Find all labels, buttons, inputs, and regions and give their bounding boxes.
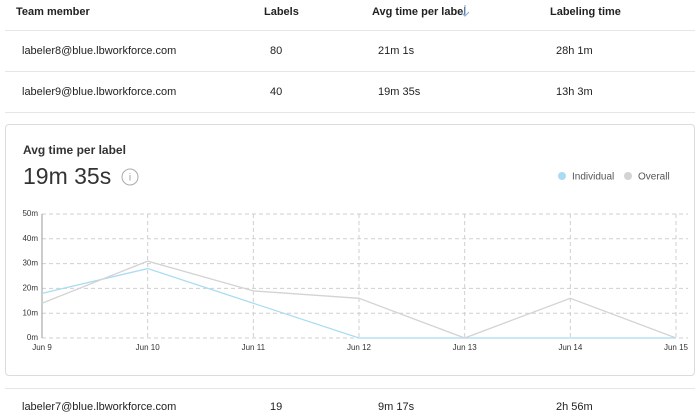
y-tick-label: 0m [27,333,38,342]
row-divider [5,71,695,72]
legend-label: Overall [638,172,670,183]
member: labeler9@blue.lbworkforce.com [22,86,177,98]
labels: 40 [270,86,283,98]
x-tick-label: Jun 15 [664,343,689,352]
row-divider [5,30,695,31]
series-line [41,260,677,339]
labeling-time: 28h 1m [556,45,593,57]
legend-label: Individual [572,172,614,183]
avg-time: 9m 17s [378,401,415,413]
labels: 19 [270,401,283,413]
x-tick-label: Jun 13 [453,343,478,352]
labeling-time: 2h 56m [556,401,593,413]
x-tick-label: Jun 10 [136,343,161,352]
row-divider [5,388,695,389]
chart-card [5,124,695,376]
y-tick-label: 20m [22,284,38,293]
legend-swatch [624,172,632,180]
labels: 80 [270,45,283,57]
column-header[interactable]: Labeling time [550,6,621,18]
sort-icon[interactable] [459,4,471,18]
avg-time: 21m 1s [378,45,415,57]
x-tick-label: Jun 11 [242,343,266,352]
labeling-time: 13h 3m [556,86,593,98]
column-header[interactable]: Labels [264,6,299,18]
chart-title: Avg time per label [23,143,126,157]
x-tick-label: Jun 9 [32,343,52,352]
y-tick-label: 40m [22,234,38,243]
column-header[interactable]: Avg time per label [372,6,467,18]
svg-text:i: i [129,173,131,184]
y-tick-label: 10m [22,308,38,317]
member: labeler7@blue.lbworkforce.com [22,401,177,413]
column-header[interactable]: Team member [16,6,90,18]
row-divider [5,112,695,113]
y-tick-label: 30m [22,259,38,268]
x-tick-label: Jun 12 [347,343,372,352]
chart-value: 19m 35s [23,163,111,189]
chart: Avg time per label 19m 35s i 0m 10m 20m 30m… [22,143,689,352]
x-tick-label: Jun 14 [558,343,583,352]
legend-swatch [558,172,566,180]
member: labeler8@blue.lbworkforce.com [22,45,177,57]
avg-time: 19m 35s [378,86,421,98]
y-tick-label: 50m [22,209,38,218]
series-line [41,267,676,339]
info-icon[interactable]: i [121,168,139,186]
